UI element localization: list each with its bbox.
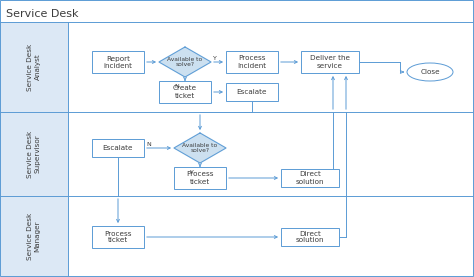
Polygon shape (174, 133, 226, 163)
FancyBboxPatch shape (0, 22, 68, 112)
FancyBboxPatch shape (281, 228, 339, 246)
FancyBboxPatch shape (0, 112, 68, 196)
FancyBboxPatch shape (92, 139, 144, 157)
Text: Escalate: Escalate (237, 89, 267, 95)
Text: N: N (174, 83, 179, 88)
Text: Service Desk
Supervisor: Service Desk Supervisor (27, 130, 40, 178)
Text: Create
ticket: Create ticket (173, 86, 197, 99)
Text: Deliver the
service: Deliver the service (310, 55, 350, 68)
FancyBboxPatch shape (301, 51, 359, 73)
Text: Y: Y (190, 170, 194, 175)
Text: Close: Close (420, 69, 440, 75)
FancyBboxPatch shape (226, 51, 278, 73)
Polygon shape (159, 47, 211, 77)
Text: Process
ticket: Process ticket (186, 171, 214, 184)
FancyBboxPatch shape (159, 81, 211, 103)
Text: Direct
solution: Direct solution (296, 230, 324, 243)
Text: Direct
solution: Direct solution (296, 171, 324, 184)
FancyBboxPatch shape (281, 169, 339, 187)
Text: Process
Incident: Process Incident (237, 55, 266, 68)
Text: Service Desk
Manager: Service Desk Manager (27, 213, 40, 260)
Ellipse shape (407, 63, 453, 81)
Text: Report
incident: Report incident (103, 55, 133, 68)
FancyBboxPatch shape (92, 51, 144, 73)
Text: Available to
solve?: Available to solve? (167, 57, 202, 67)
Text: Process
ticket: Process ticket (104, 230, 132, 243)
FancyBboxPatch shape (226, 83, 278, 101)
FancyBboxPatch shape (0, 196, 68, 277)
Text: Escalate: Escalate (103, 145, 133, 151)
Text: Y: Y (213, 57, 217, 61)
Text: N: N (146, 142, 151, 147)
Text: Service Desk
Analyst: Service Desk Analyst (27, 43, 40, 91)
FancyBboxPatch shape (92, 226, 144, 248)
FancyBboxPatch shape (174, 167, 226, 189)
Text: Service Desk: Service Desk (6, 9, 79, 19)
Text: Available to
solve?: Available to solve? (182, 143, 218, 153)
